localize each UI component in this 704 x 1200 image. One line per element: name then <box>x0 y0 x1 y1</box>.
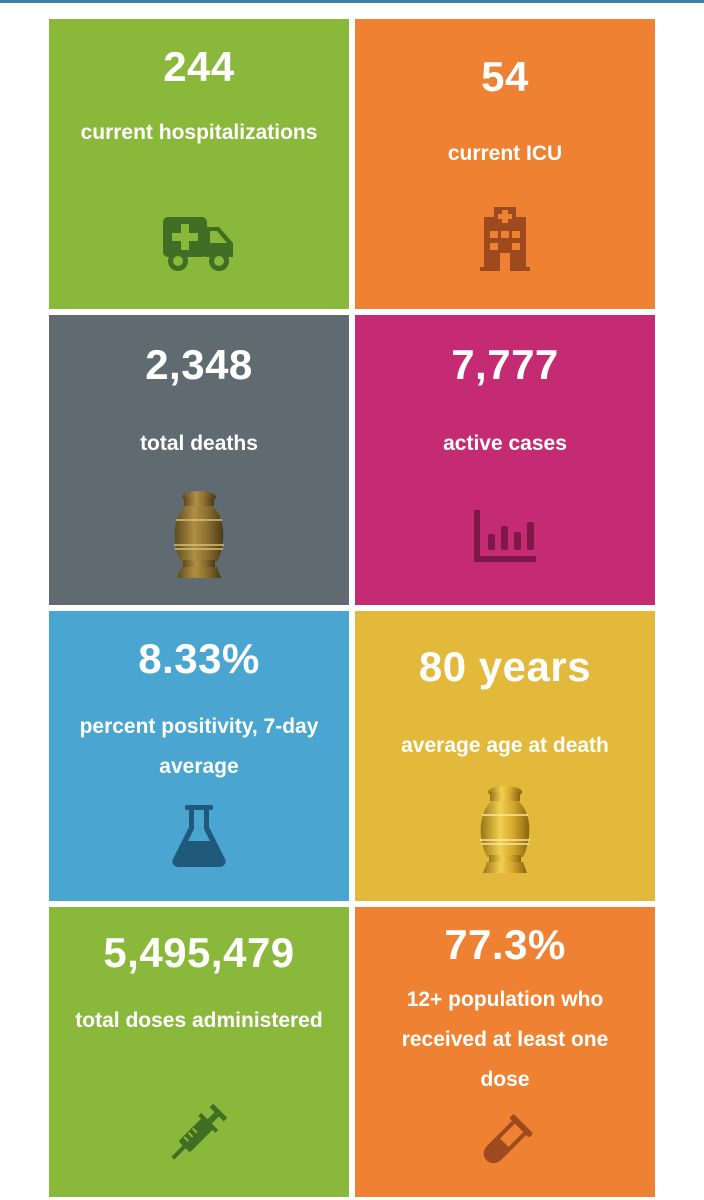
positivity-value: 8.33% <box>138 635 260 682</box>
total-deaths-label: total deaths <box>140 432 258 455</box>
active-cases-tile: 7,777 active cases <box>355 315 655 605</box>
ambulance-icon <box>161 215 237 278</box>
population-dose-tile: 77.3% 12+ population who received at lea… <box>355 907 655 1197</box>
hospitalizations-label: current hospitalizations <box>80 121 318 144</box>
population-dose-value: 77.3% <box>444 921 566 968</box>
hospitalizations-value: 244 <box>163 43 235 90</box>
total-deaths-tile: 2,348 total deaths <box>49 315 349 605</box>
positivity-tile: 8.33% percent positivity, 7-day average <box>49 611 349 901</box>
hospitalizations-tile: 244 current hospitalizations <box>49 19 349 309</box>
hospital-icon <box>478 207 532 278</box>
average-age-tile: 80 years average age at death <box>355 611 655 901</box>
average-age-label: average age at death <box>401 734 609 757</box>
bar-chart-icon <box>474 510 536 567</box>
icu-tile: 54 current ICU <box>355 19 655 309</box>
test-tube-icon <box>476 1113 534 1176</box>
total-deaths-value: 2,348 <box>145 341 253 388</box>
icu-value: 54 <box>481 53 529 100</box>
urn-icon <box>475 785 535 882</box>
average-age-value: 80 years <box>418 643 592 690</box>
flask-icon <box>171 805 227 872</box>
active-cases-label: active cases <box>443 432 567 455</box>
active-cases-value: 7,777 <box>451 341 559 388</box>
total-doses-value: 5,495,479 <box>103 929 295 976</box>
positivity-label: percent positivity, 7-day average <box>79 715 319 778</box>
population-dose-label: 12+ population who received at least one… <box>401 988 609 1091</box>
stats-grid: 244 current hospitalizations 54 current … <box>49 19 655 1197</box>
top-divider <box>0 0 704 3</box>
total-doses-tile: 5,495,479 total doses administered <box>49 907 349 1197</box>
urn-icon <box>169 490 229 587</box>
total-doses-label: total doses administered <box>75 1009 323 1032</box>
syringe-icon <box>166 1099 232 1170</box>
icu-label: current ICU <box>447 142 563 165</box>
